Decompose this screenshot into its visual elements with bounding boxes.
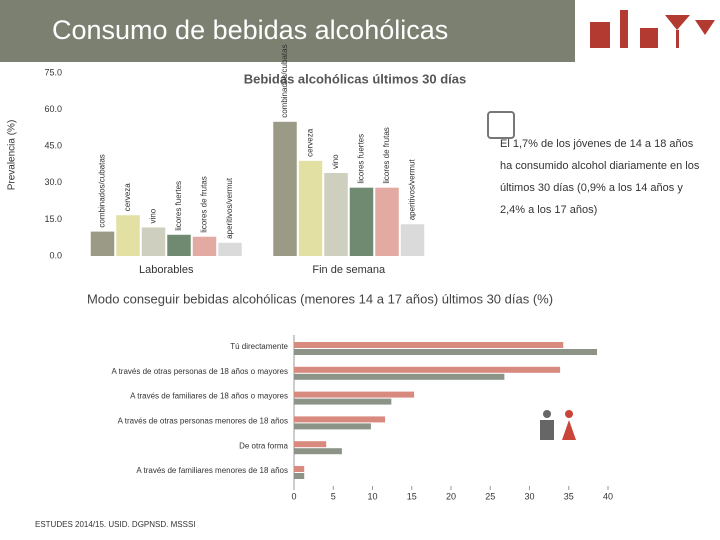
bar-series-label: cerveza: [123, 183, 132, 212]
bar-series-label: combinados/cubatas: [280, 44, 289, 117]
bar-series-label: aperitivos/vermut: [408, 159, 417, 221]
bar: [294, 391, 415, 398]
y-tick-label: Tú directamente: [230, 342, 288, 351]
drink-icons: [590, 10, 715, 48]
bar-series-label: licores de frutas: [200, 176, 209, 232]
y-tick-label: A través de familiares menores de 18 año…: [136, 466, 288, 475]
bar-series-label: licores fuertes: [174, 181, 183, 231]
header-band: [0, 0, 575, 62]
x-tick-label: Fin de semana: [312, 264, 386, 276]
bar-series-label: licores fuertes: [357, 134, 366, 184]
y-tick-label: A través de otras personas de 18 años o …: [111, 367, 288, 376]
y-tick-label: 30.0: [44, 177, 62, 187]
bar-series-label: combinados/cubatas: [98, 154, 107, 227]
x-tick-label: 0: [291, 491, 296, 501]
bar: [375, 187, 399, 256]
bar-series-label: vino: [331, 154, 340, 169]
bar: [218, 242, 242, 256]
y-axis-label: Prevalencia (%): [7, 120, 18, 191]
y-tick-label: 45.0: [44, 141, 62, 151]
x-tick-label: 5: [331, 491, 336, 501]
bar: [349, 187, 374, 256]
bar-series-label: vino: [149, 208, 158, 223]
y-tick-label: 60.0: [44, 104, 62, 114]
bar: [294, 441, 327, 448]
chart-title: Bebidas alcohólicas últimos 30 días: [244, 71, 467, 86]
bar: [400, 224, 425, 256]
bar: [294, 473, 305, 479]
bar: [294, 366, 561, 373]
bar: [294, 466, 305, 472]
calendar-icon: [487, 111, 515, 139]
bar: [116, 215, 140, 256]
annotation: El 1,7% de los jóvenes de 14 a 18 años h…: [500, 138, 700, 216]
y-tick-label: 15.0: [44, 214, 62, 224]
bar-series-label: aperitivos/vermut: [225, 177, 234, 239]
bar: [294, 416, 386, 423]
bar: [324, 173, 348, 256]
bar: [294, 349, 598, 355]
x-tick-label: 10: [367, 491, 377, 501]
y-tick-label: 75.0: [44, 67, 62, 77]
bar: [192, 236, 217, 256]
bar: [294, 342, 564, 348]
bar: [298, 160, 323, 256]
people-icon: [540, 410, 576, 440]
bar: [294, 398, 392, 405]
bar-series-label: licores de frutas: [382, 127, 391, 183]
source: ESTUDES 2014/15. USID. DGPNSD. MSSSI: [35, 520, 196, 529]
slide-title: Consumo de bebidas alcohólicas: [52, 15, 448, 45]
bar: [294, 423, 371, 430]
y-tick-label: A través de otras personas menores de 18…: [118, 417, 288, 426]
x-tick-label: 25: [485, 491, 495, 501]
x-tick-label: 40: [603, 491, 613, 501]
bar: [167, 234, 191, 256]
x-tick-label: 20: [446, 491, 456, 501]
bar: [273, 121, 297, 256]
y-tick-label: 0.0: [49, 250, 62, 260]
x-tick-label: 15: [407, 491, 417, 501]
bar-series-label: cerveza: [306, 128, 315, 157]
bar: [294, 373, 505, 380]
bar: [90, 231, 115, 256]
y-tick-label: A través de familiares de 18 años o mayo…: [130, 392, 288, 401]
chart-title: Modo conseguir bebidas alcohólicas (meno…: [87, 291, 553, 306]
x-tick-label: Laborables: [139, 264, 194, 276]
bar: [294, 448, 342, 455]
y-tick-label: De otra forma: [239, 441, 288, 450]
bar: [141, 227, 166, 256]
x-tick-label: 35: [564, 491, 574, 501]
x-tick-label: 30: [524, 491, 534, 501]
